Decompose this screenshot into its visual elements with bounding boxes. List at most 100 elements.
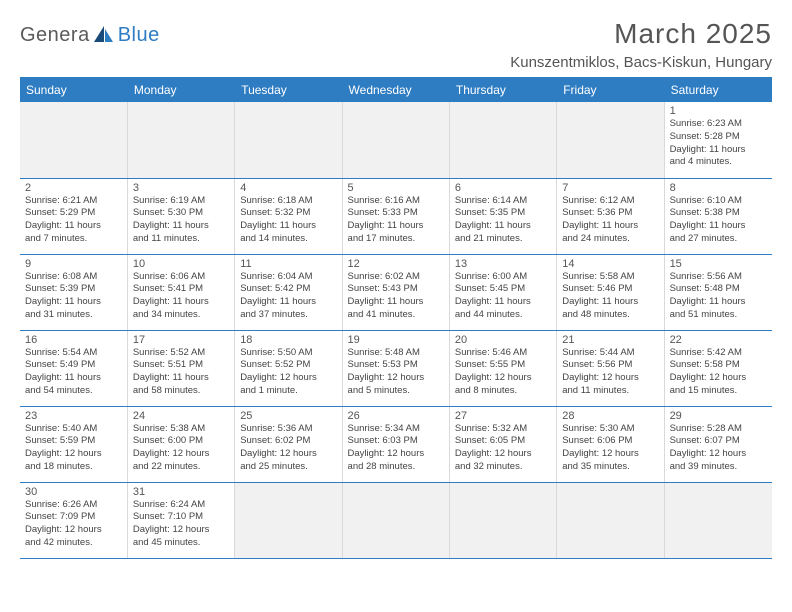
calendar-cell: 23Sunrise: 5:40 AMSunset: 5:59 PMDayligh… — [20, 406, 127, 482]
calendar-cell: 27Sunrise: 5:32 AMSunset: 6:05 PMDayligh… — [449, 406, 556, 482]
calendar-cell: 18Sunrise: 5:50 AMSunset: 5:52 PMDayligh… — [235, 330, 342, 406]
cell-text: Sunrise: 6:10 AM — [670, 195, 767, 208]
cell-text: and 54 minutes. — [25, 385, 122, 398]
cell-text: Daylight: 12 hours — [455, 448, 551, 461]
day-number: 3 — [133, 182, 229, 194]
cell-text: Sunrise: 6:16 AM — [348, 195, 444, 208]
cell-text: Sunset: 5:42 PM — [240, 283, 336, 296]
cell-text: Sunset: 5:59 PM — [25, 435, 122, 448]
cell-text: Sunrise: 6:18 AM — [240, 195, 336, 208]
cell-text: Sunrise: 5:48 AM — [348, 347, 444, 360]
calendar-cell — [449, 102, 556, 178]
cell-text: Sunrise: 5:44 AM — [562, 347, 658, 360]
cell-text: Sunset: 5:56 PM — [562, 359, 658, 372]
calendar-cell: 26Sunrise: 5:34 AMSunset: 6:03 PMDayligh… — [342, 406, 449, 482]
cell-text: Daylight: 12 hours — [562, 372, 658, 385]
calendar-cell: 9Sunrise: 6:08 AMSunset: 5:39 PMDaylight… — [20, 254, 127, 330]
calendar-cell — [127, 102, 234, 178]
cell-text: Sunset: 6:03 PM — [348, 435, 444, 448]
cell-text: Sunset: 5:58 PM — [670, 359, 767, 372]
cell-text: and 1 minute. — [240, 385, 336, 398]
calendar-cell: 15Sunrise: 5:56 AMSunset: 5:48 PMDayligh… — [664, 254, 771, 330]
cell-text: and 14 minutes. — [240, 233, 336, 246]
cell-text: Daylight: 11 hours — [240, 220, 336, 233]
day-number: 9 — [25, 258, 122, 270]
calendar-cell: 10Sunrise: 6:06 AMSunset: 5:41 PMDayligh… — [127, 254, 234, 330]
cell-text: Sunset: 5:38 PM — [670, 207, 767, 220]
day-number: 19 — [348, 334, 444, 346]
calendar-cell — [235, 482, 342, 558]
cell-text: Sunset: 7:10 PM — [133, 511, 229, 524]
calendar-cell: 11Sunrise: 6:04 AMSunset: 5:42 PMDayligh… — [235, 254, 342, 330]
weekday-header: Saturday — [664, 78, 771, 103]
day-number: 2 — [25, 182, 122, 194]
cell-text: Sunrise: 5:30 AM — [562, 423, 658, 436]
cell-text: Sunrise: 6:19 AM — [133, 195, 229, 208]
day-number: 15 — [670, 258, 767, 270]
cell-text: Daylight: 12 hours — [240, 372, 336, 385]
calendar-cell: 20Sunrise: 5:46 AMSunset: 5:55 PMDayligh… — [449, 330, 556, 406]
cell-text: and 18 minutes. — [25, 461, 122, 474]
cell-text: Sunset: 7:09 PM — [25, 511, 122, 524]
calendar-cell — [557, 102, 664, 178]
calendar-row: 9Sunrise: 6:08 AMSunset: 5:39 PMDaylight… — [20, 254, 772, 330]
cell-text: Sunrise: 6:04 AM — [240, 271, 336, 284]
cell-text: Sunset: 5:55 PM — [455, 359, 551, 372]
cell-text: Sunrise: 5:42 AM — [670, 347, 767, 360]
cell-text: Sunrise: 5:28 AM — [670, 423, 767, 436]
day-number: 7 — [562, 182, 658, 194]
location-subtitle: Kunszentmiklos, Bacs-Kiskun, Hungary — [510, 54, 772, 71]
cell-text: Sunrise: 5:40 AM — [25, 423, 122, 436]
cell-text: Sunset: 5:35 PM — [455, 207, 551, 220]
sail-icon — [93, 24, 115, 47]
cell-text: Sunset: 6:07 PM — [670, 435, 767, 448]
day-number: 11 — [240, 258, 336, 270]
weekday-header: Monday — [127, 78, 234, 103]
cell-text: and 22 minutes. — [133, 461, 229, 474]
day-number: 8 — [670, 182, 767, 194]
cell-text: Sunset: 5:32 PM — [240, 207, 336, 220]
calendar-cell: 2Sunrise: 6:21 AMSunset: 5:29 PMDaylight… — [20, 178, 127, 254]
cell-text: Sunrise: 5:50 AM — [240, 347, 336, 360]
day-number: 5 — [348, 182, 444, 194]
calendar-cell: 1Sunrise: 6:23 AMSunset: 5:28 PMDaylight… — [664, 102, 771, 178]
cell-text: Daylight: 11 hours — [25, 220, 122, 233]
weekday-header: Friday — [557, 78, 664, 103]
logo: Genera Blue — [20, 24, 160, 47]
day-number: 30 — [25, 486, 122, 498]
calendar-cell: 29Sunrise: 5:28 AMSunset: 6:07 PMDayligh… — [664, 406, 771, 482]
cell-text: Sunrise: 6:00 AM — [455, 271, 551, 284]
cell-text: Daylight: 11 hours — [670, 220, 767, 233]
cell-text: Sunrise: 5:54 AM — [25, 347, 122, 360]
cell-text: and 44 minutes. — [455, 309, 551, 322]
calendar-cell — [664, 482, 771, 558]
cell-text: Daylight: 11 hours — [348, 220, 444, 233]
day-number: 17 — [133, 334, 229, 346]
cell-text: Daylight: 11 hours — [562, 220, 658, 233]
day-number: 22 — [670, 334, 767, 346]
weekday-header: Wednesday — [342, 78, 449, 103]
cell-text: Sunset: 5:45 PM — [455, 283, 551, 296]
cell-text: Sunrise: 6:14 AM — [455, 195, 551, 208]
cell-text: and 11 minutes. — [562, 385, 658, 398]
calendar-row: 16Sunrise: 5:54 AMSunset: 5:49 PMDayligh… — [20, 330, 772, 406]
cell-text: and 51 minutes. — [670, 309, 767, 322]
calendar-cell: 12Sunrise: 6:02 AMSunset: 5:43 PMDayligh… — [342, 254, 449, 330]
cell-text: Sunset: 5:43 PM — [348, 283, 444, 296]
cell-text: and 4 minutes. — [670, 156, 767, 169]
cell-text: Sunset: 5:36 PM — [562, 207, 658, 220]
cell-text: and 21 minutes. — [455, 233, 551, 246]
cell-text: Daylight: 11 hours — [133, 296, 229, 309]
cell-text: Sunset: 6:00 PM — [133, 435, 229, 448]
calendar-row: 30Sunrise: 6:26 AMSunset: 7:09 PMDayligh… — [20, 482, 772, 558]
cell-text: Daylight: 12 hours — [562, 448, 658, 461]
cell-text: Sunset: 5:29 PM — [25, 207, 122, 220]
calendar-cell — [342, 102, 449, 178]
logo-text-blue: Blue — [118, 24, 160, 47]
cell-text: and 32 minutes. — [455, 461, 551, 474]
cell-text: and 58 minutes. — [133, 385, 229, 398]
cell-text: Sunset: 5:52 PM — [240, 359, 336, 372]
cell-text: Sunrise: 6:02 AM — [348, 271, 444, 284]
cell-text: and 31 minutes. — [25, 309, 122, 322]
cell-text: Daylight: 12 hours — [133, 524, 229, 537]
